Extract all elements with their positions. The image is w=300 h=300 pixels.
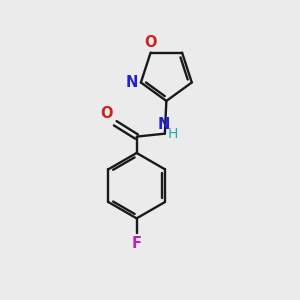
Text: O: O: [100, 106, 113, 122]
Text: N: N: [126, 75, 138, 90]
Text: H: H: [168, 127, 178, 141]
Text: O: O: [144, 35, 157, 50]
Text: N: N: [158, 117, 170, 132]
Text: F: F: [132, 236, 142, 250]
